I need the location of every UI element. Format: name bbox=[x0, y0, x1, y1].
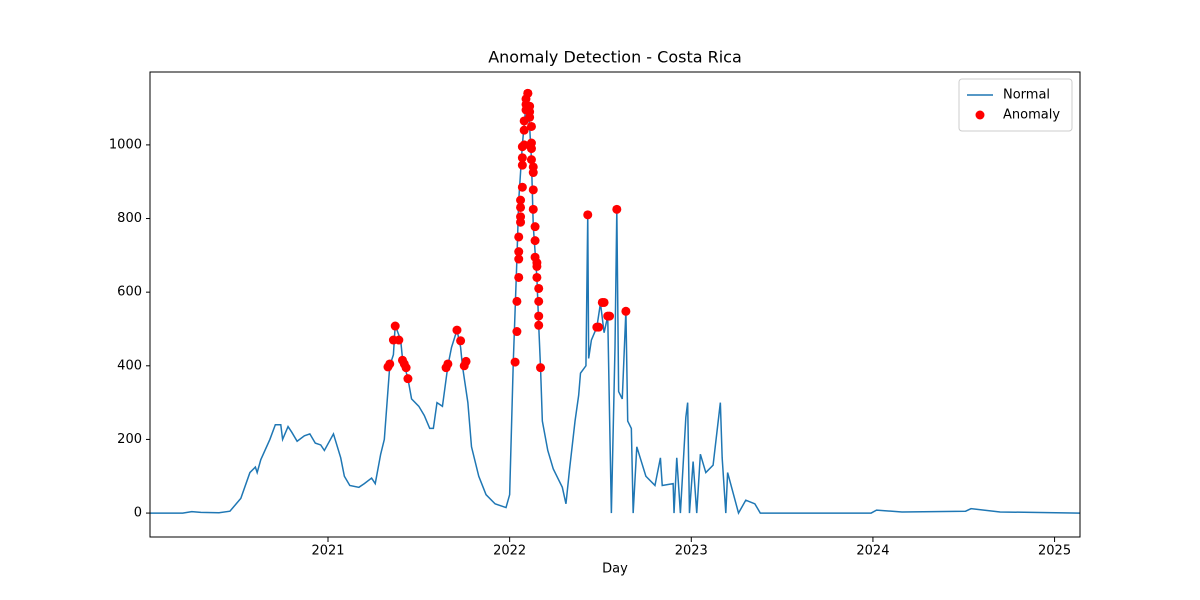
anomaly-point bbox=[514, 232, 524, 242]
legend-label: Anomaly bbox=[1003, 108, 1060, 123]
x-tick-label: 2025 bbox=[1038, 544, 1071, 559]
anomaly-point bbox=[510, 357, 520, 367]
anomaly-point bbox=[394, 335, 404, 345]
anomaly-point bbox=[514, 247, 524, 257]
y-tick-label: 1000 bbox=[109, 137, 142, 152]
anomaly-point bbox=[443, 359, 453, 369]
anomaly-point bbox=[517, 182, 527, 192]
anomaly-point bbox=[512, 296, 522, 306]
anomaly-point bbox=[594, 322, 604, 332]
anomaly-point bbox=[621, 306, 631, 316]
x-axis-label: Day bbox=[602, 562, 628, 577]
anomaly-point bbox=[530, 236, 540, 246]
anomaly-point bbox=[401, 363, 411, 373]
y-tick-label: 0 bbox=[134, 506, 142, 521]
y-tick-label: 200 bbox=[117, 432, 142, 447]
y-tick-label: 600 bbox=[117, 285, 142, 300]
anomaly-point bbox=[532, 272, 542, 282]
anomaly-point bbox=[519, 140, 529, 150]
axes-frame bbox=[149, 71, 1081, 538]
x-tick-label: 2022 bbox=[493, 544, 526, 559]
anomaly-point bbox=[514, 272, 524, 282]
anomaly-point bbox=[526, 155, 536, 165]
x-tick-label: 2023 bbox=[675, 544, 708, 559]
anomaly-point bbox=[605, 311, 615, 321]
chart-title: Anomaly Detection - Costa Rica bbox=[488, 48, 742, 67]
anomaly-point bbox=[526, 144, 536, 154]
anomaly-point bbox=[612, 204, 622, 214]
anomaly-point bbox=[461, 356, 471, 366]
anomaly-point bbox=[516, 212, 526, 222]
legend-marker bbox=[975, 110, 985, 120]
anomaly-point bbox=[390, 321, 400, 331]
anomaly-point bbox=[530, 222, 540, 232]
anomaly-point bbox=[512, 327, 522, 337]
anomaly-point bbox=[536, 363, 546, 373]
anomaly-point bbox=[517, 160, 527, 170]
y-tick-label: 400 bbox=[117, 358, 142, 373]
anomaly-point bbox=[583, 210, 593, 220]
legend-label: Normal bbox=[1003, 88, 1050, 103]
anomaly-point bbox=[516, 202, 526, 212]
anomaly-point bbox=[534, 320, 544, 330]
anomaly-point bbox=[517, 153, 527, 163]
y-tick-label: 800 bbox=[117, 211, 142, 226]
anomaly-point bbox=[528, 204, 538, 214]
anomaly-point bbox=[526, 121, 536, 131]
anomaly-point bbox=[403, 374, 413, 384]
anomaly-point bbox=[519, 125, 529, 135]
anomaly-point bbox=[534, 311, 544, 321]
anomaly-point bbox=[528, 185, 538, 195]
anomaly-point bbox=[532, 261, 542, 271]
anomaly-point bbox=[385, 359, 395, 369]
legend-box bbox=[958, 78, 1073, 132]
anomaly-point bbox=[514, 254, 524, 264]
anomaly-point bbox=[452, 325, 462, 335]
x-tick-label: 2024 bbox=[856, 544, 889, 559]
anomaly-point bbox=[525, 112, 535, 122]
x-tick-label: 2021 bbox=[311, 544, 344, 559]
anomaly-point bbox=[534, 296, 544, 306]
anomaly-point bbox=[534, 283, 544, 293]
anomaly-point bbox=[516, 195, 526, 205]
anomaly-point bbox=[523, 88, 533, 98]
anomaly-point bbox=[599, 297, 609, 307]
anomaly-point bbox=[456, 336, 466, 346]
anomaly-point bbox=[528, 168, 538, 178]
